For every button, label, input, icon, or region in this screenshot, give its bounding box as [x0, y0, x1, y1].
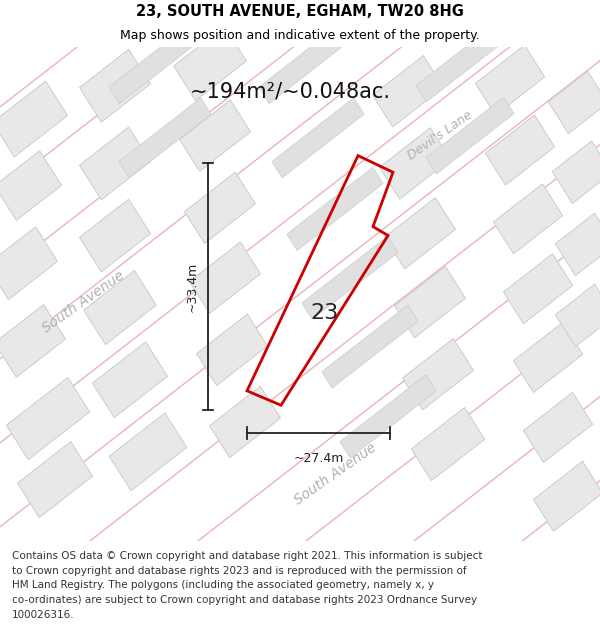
Text: Map shows position and indicative extent of the property.: Map shows position and indicative extent… [120, 29, 480, 42]
Polygon shape [109, 24, 201, 104]
Polygon shape [80, 127, 151, 200]
Polygon shape [259, 24, 351, 104]
Polygon shape [80, 199, 151, 272]
Polygon shape [119, 98, 211, 178]
Polygon shape [485, 115, 554, 185]
Polygon shape [197, 314, 268, 386]
Polygon shape [209, 386, 280, 458]
Polygon shape [373, 56, 443, 127]
Text: Contains OS data © Crown copyright and database right 2021. This information is : Contains OS data © Crown copyright and d… [12, 551, 482, 561]
Text: to Crown copyright and database rights 2023 and is reproduced with the permissio: to Crown copyright and database rights 2… [12, 566, 467, 576]
Polygon shape [385, 198, 455, 269]
Text: 23: 23 [311, 303, 339, 323]
Text: ~33.4m: ~33.4m [185, 261, 199, 312]
Polygon shape [0, 227, 58, 299]
Polygon shape [302, 236, 398, 319]
Polygon shape [190, 242, 260, 313]
Polygon shape [493, 184, 563, 254]
Polygon shape [475, 45, 545, 115]
Polygon shape [533, 461, 600, 531]
Polygon shape [109, 413, 187, 491]
Polygon shape [416, 25, 504, 102]
Polygon shape [395, 266, 466, 338]
Polygon shape [556, 213, 600, 276]
Polygon shape [0, 81, 68, 157]
Polygon shape [403, 339, 473, 410]
Polygon shape [523, 392, 593, 462]
Polygon shape [92, 342, 167, 418]
Polygon shape [340, 375, 436, 458]
Text: 100026316.: 100026316. [12, 610, 74, 620]
Polygon shape [84, 271, 156, 344]
Polygon shape [0, 304, 65, 378]
Text: 23, SOUTH AVENUE, EGHAM, TW20 8HG: 23, SOUTH AVENUE, EGHAM, TW20 8HG [136, 4, 464, 19]
Polygon shape [548, 71, 600, 134]
Polygon shape [514, 322, 583, 392]
Polygon shape [553, 141, 600, 203]
Polygon shape [412, 408, 485, 481]
Polygon shape [174, 26, 246, 101]
Text: South Avenue: South Avenue [292, 441, 379, 508]
Polygon shape [426, 98, 514, 174]
Polygon shape [185, 172, 256, 243]
Text: ~27.4m: ~27.4m [293, 452, 344, 465]
Polygon shape [80, 49, 151, 122]
Text: Devil's Lane: Devil's Lane [405, 109, 475, 162]
Text: co-ordinates) are subject to Crown copyright and database rights 2023 Ordnance S: co-ordinates) are subject to Crown copyr… [12, 595, 477, 605]
Polygon shape [7, 378, 89, 460]
Polygon shape [17, 442, 92, 518]
Polygon shape [380, 127, 451, 199]
Polygon shape [503, 254, 572, 324]
Text: ~194m²/~0.048ac.: ~194m²/~0.048ac. [190, 81, 391, 101]
Text: HM Land Registry. The polygons (including the associated geometry, namely x, y: HM Land Registry. The polygons (includin… [12, 580, 434, 590]
Polygon shape [179, 100, 250, 171]
Text: South Avenue: South Avenue [40, 269, 127, 336]
Polygon shape [322, 305, 418, 388]
Polygon shape [287, 168, 383, 251]
Polygon shape [556, 284, 600, 347]
Polygon shape [272, 98, 364, 178]
Polygon shape [0, 151, 61, 221]
